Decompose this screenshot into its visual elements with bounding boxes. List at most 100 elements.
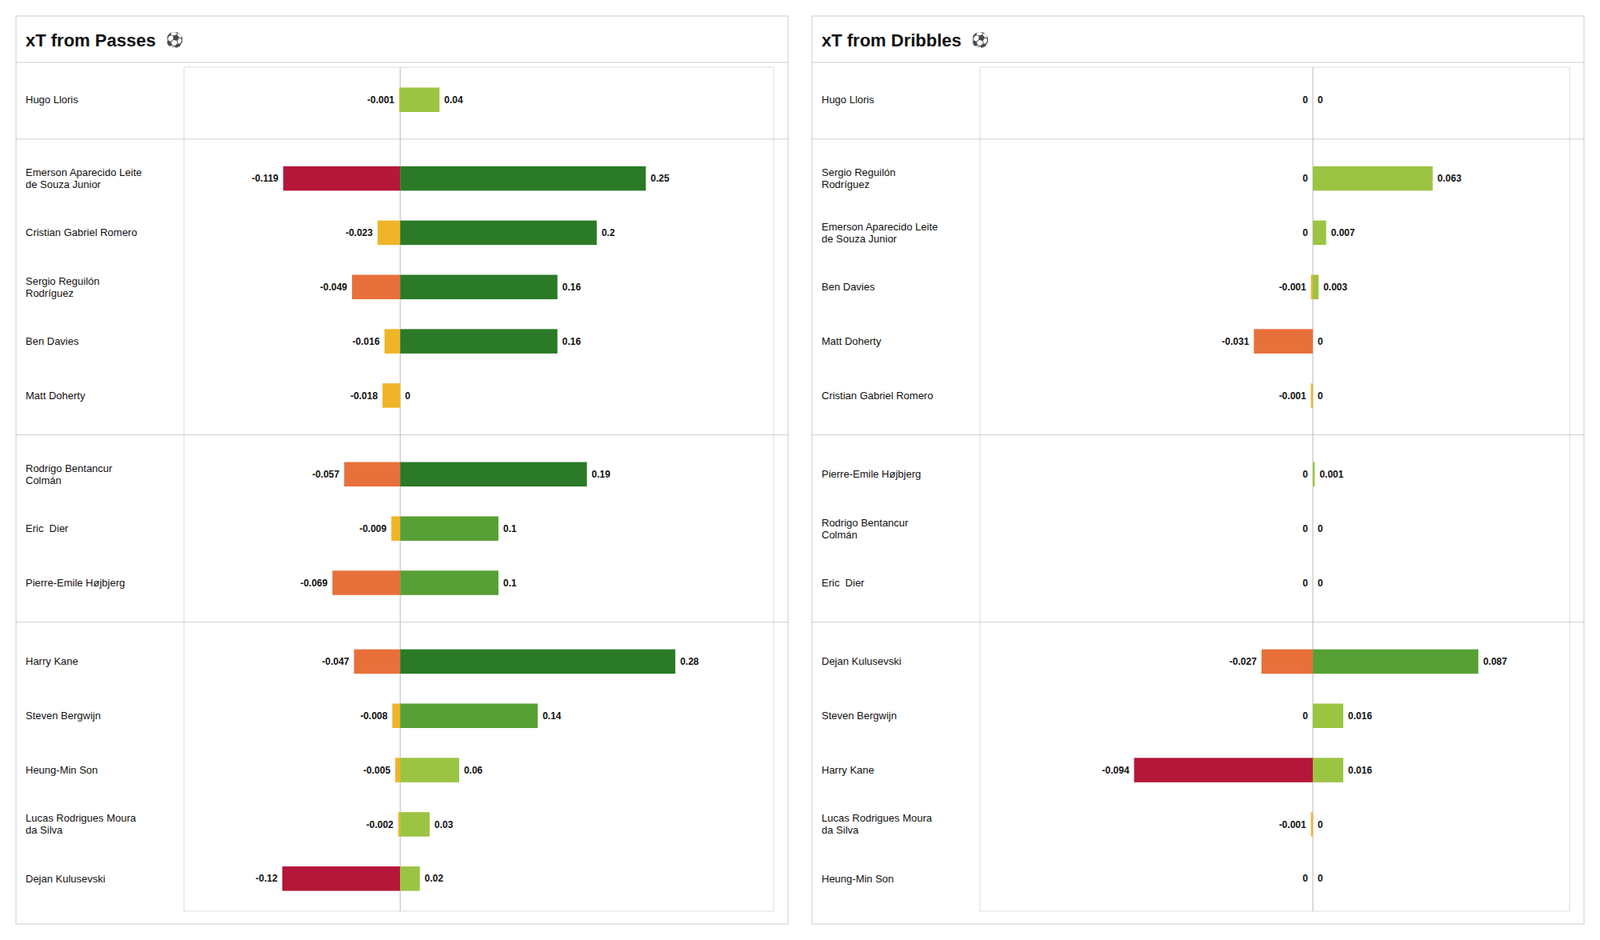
data-label: -0.018 xyxy=(350,390,378,402)
category-label: Emerson Aparecido Leitede Souza Junior xyxy=(25,166,142,191)
category-label: Pierre-Emile Højbjerg xyxy=(25,576,125,589)
bar xyxy=(399,87,400,112)
bar xyxy=(400,757,460,783)
category-label-line: Lucas Rodrigues Moura xyxy=(25,812,137,824)
category-label-line: de Souza Junior xyxy=(25,178,102,191)
data-label: -0.023 xyxy=(345,227,373,239)
data-label: -0.009 xyxy=(359,523,387,535)
category-label: Heung-Min Son xyxy=(25,764,98,776)
bar xyxy=(400,570,499,596)
category-label-line: Steven Bergwijn xyxy=(25,709,101,722)
chart-root: -0.001-0.119-0.023-0.049-0.016-0.018-0.0… xyxy=(0,0,1600,940)
group-separator xyxy=(16,621,788,623)
data-label: 0 xyxy=(1317,94,1324,106)
data-label: 0.1 xyxy=(503,523,517,535)
data-label: -0.027 xyxy=(1229,656,1257,668)
data-label: 0.03 xyxy=(434,819,454,831)
data-label: 0.003 xyxy=(1323,281,1348,293)
bar xyxy=(1312,570,1314,596)
bar xyxy=(1311,812,1313,837)
title: xT from Passes xyxy=(25,30,156,51)
data-label: 0.14 xyxy=(542,710,562,722)
bar xyxy=(332,570,400,596)
data-label: 0 xyxy=(1317,819,1324,831)
category-label: Hugo Lloris xyxy=(821,93,875,106)
group-separator xyxy=(16,434,788,436)
data-label: 0.016 xyxy=(1348,710,1372,722)
title: xT from Dribbles xyxy=(821,30,962,51)
bar xyxy=(382,383,400,408)
category-label-line: Colmán xyxy=(821,528,858,541)
plot-frame xyxy=(184,67,774,912)
category-label-line: Lucas Rodrigues Moura xyxy=(821,812,933,824)
bar xyxy=(1312,275,1319,300)
data-label: 0 xyxy=(1302,172,1308,184)
bar xyxy=(400,866,420,892)
category-label-line: Harry Kane xyxy=(821,764,875,776)
category-label: Heung-Min Son xyxy=(821,872,894,885)
category-label-line: Steven Bergwijn xyxy=(821,709,897,722)
category-label-line: Cristian Gabriel Romero xyxy=(25,226,137,239)
data-label: 0.016 xyxy=(1348,764,1372,776)
bar xyxy=(400,812,430,837)
annotation: ⚽ xyxy=(164,31,184,48)
data-label: -0.002 xyxy=(366,819,394,831)
data-label: -0.016 xyxy=(352,336,380,348)
bar xyxy=(400,703,538,728)
category-label-line: Hugo Lloris xyxy=(25,93,79,106)
category-label: Eric Dier xyxy=(25,522,69,535)
data-label: 0.25 xyxy=(650,172,670,184)
data-label: 0 xyxy=(1317,390,1324,402)
bar xyxy=(1312,812,1314,837)
group-separator xyxy=(812,138,1584,140)
bar xyxy=(1312,866,1314,892)
data-label: 0 xyxy=(1302,577,1308,589)
annotation: ⚽ xyxy=(970,31,989,48)
bar xyxy=(282,866,400,892)
category-label-line: Matt Doherty xyxy=(821,335,882,348)
bar xyxy=(1312,516,1314,541)
category-label: Matt Doherty xyxy=(25,389,86,402)
category-label-line: de Souza Junior xyxy=(821,232,898,245)
category-label: Rodrigo BentancurColmán xyxy=(25,462,113,487)
bar xyxy=(400,649,676,675)
category-label-line: da Silva xyxy=(25,824,64,836)
bars xyxy=(282,87,676,891)
bar xyxy=(1312,87,1314,112)
data-label: -0.049 xyxy=(320,281,348,293)
data-label: 0 xyxy=(1317,577,1324,589)
data-label: 0 xyxy=(1317,523,1324,535)
category-label-line: Dejan Kulusevski xyxy=(25,872,106,885)
bar xyxy=(377,220,400,246)
data-label: -0.001 xyxy=(367,94,395,106)
data-label: 0.02 xyxy=(424,872,444,884)
category-label: Sergio ReguilónRodríguez xyxy=(25,275,100,300)
group-separator xyxy=(16,138,788,140)
zero-line xyxy=(400,67,401,912)
category-label: Steven Bergwijn xyxy=(25,709,101,722)
data-label: -0.001 xyxy=(1279,819,1307,831)
bar xyxy=(1312,570,1314,596)
data-label: -0.069 xyxy=(300,577,328,589)
category-label-line: Ben Davies xyxy=(25,335,80,348)
bar xyxy=(391,516,400,541)
data-label: -0.031 xyxy=(1221,336,1249,348)
bar xyxy=(392,703,400,728)
category-label-line: Emerson Aparecido Leite xyxy=(821,220,938,233)
data-label: 0 xyxy=(1317,336,1324,348)
data-label: 0.087 xyxy=(1483,656,1508,668)
category-label-line: Cristian Gabriel Romero xyxy=(821,389,933,402)
bar xyxy=(1134,757,1313,783)
bar xyxy=(1312,87,1314,112)
bar xyxy=(1312,757,1344,783)
data-label: 0 xyxy=(1302,94,1308,106)
bar xyxy=(400,383,401,408)
category-label: Emerson Aparecido Leitede Souza Junior xyxy=(821,220,938,245)
category-label: Sergio ReguilónRodríguez xyxy=(821,166,896,191)
category-label-line: Harry Kane xyxy=(25,655,79,668)
data-label: -0.008 xyxy=(360,710,388,722)
bars xyxy=(1134,166,1479,837)
zero-line xyxy=(1312,67,1314,912)
bar xyxy=(1311,383,1313,408)
data-label: -0.005 xyxy=(363,764,391,776)
